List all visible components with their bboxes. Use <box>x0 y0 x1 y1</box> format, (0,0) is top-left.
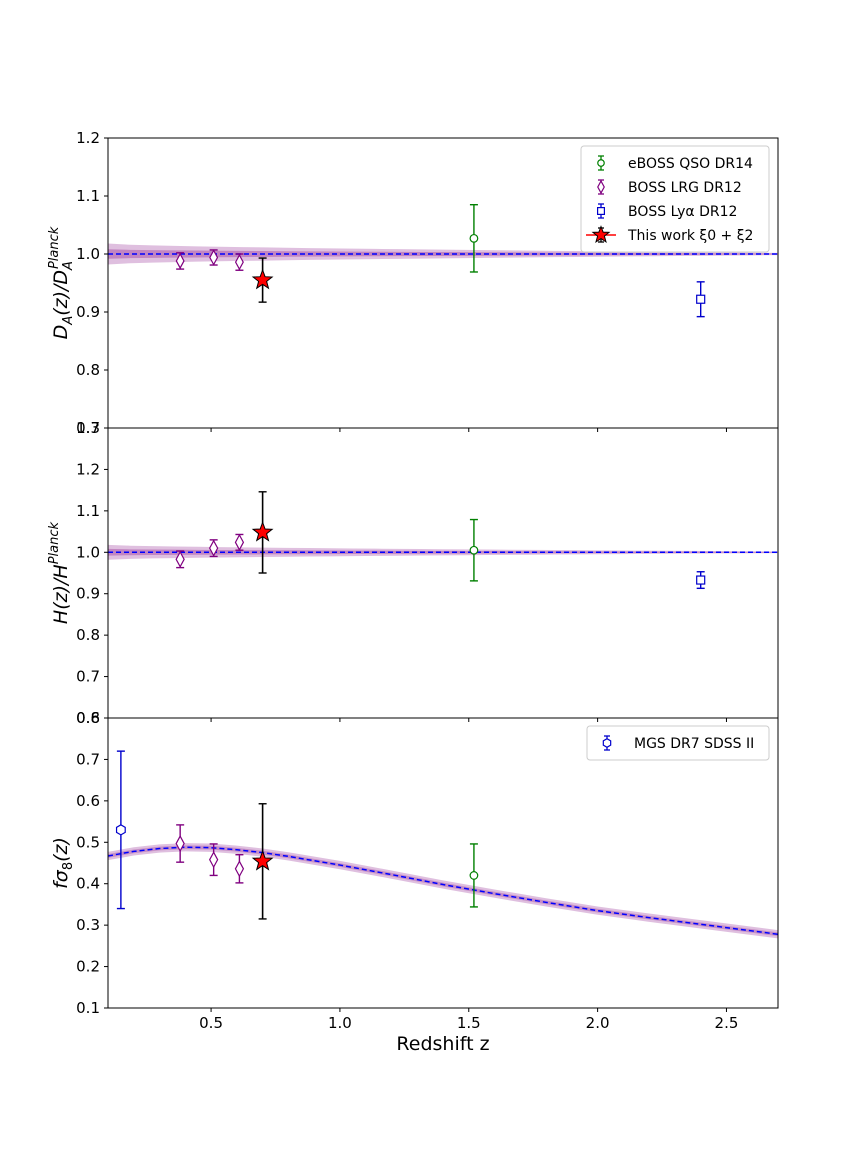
ytick-label-h-4: 1.0 <box>76 543 100 561</box>
points-group-fs8 <box>115 750 479 920</box>
xtick-label-0: 0.5 <box>199 1014 223 1032</box>
ytick-label-da-5: 1.2 <box>76 129 100 147</box>
xtick-label-3: 2.0 <box>586 1014 610 1032</box>
marker-h-lrg-1 <box>208 539 219 557</box>
xtick-label-4: 2.5 <box>715 1014 739 1032</box>
model-line-fs8 <box>108 846 778 936</box>
marker-da-eboss-0 <box>469 233 479 243</box>
legend-box-da <box>580 145 770 253</box>
legend-label-fs8-0: MGS DR7 SDSS II <box>634 736 754 752</box>
ytick-label-h-7: 1.3 <box>76 419 100 437</box>
marker-h-lrg-0 <box>175 550 185 568</box>
xtick-label-2: 1.5 <box>457 1014 481 1032</box>
marker-da-lrg-1 <box>209 249 219 266</box>
ytick-label-h-1: 0.7 <box>76 668 100 686</box>
ytick-label-h-2: 0.8 <box>76 626 100 644</box>
ytick-label-fs8-5: 0.6 <box>76 792 100 810</box>
ytick-label-h-3: 0.9 <box>76 585 100 603</box>
points-group-h <box>175 491 706 590</box>
marker-fs8-lrg-0 <box>175 834 185 853</box>
legend-label-da-1: BOSS LRG DR12 <box>628 180 742 196</box>
y-axis-label-fs8: fσ8(z) <box>50 837 76 889</box>
ytick-label-fs8-4: 0.5 <box>76 833 100 851</box>
model-band-fs8 <box>108 843 778 939</box>
marker-fs8-lrg-2 <box>234 860 245 878</box>
ytick-label-fs8-7: 0.8 <box>76 709 100 727</box>
legend-marker-da-0 <box>597 159 605 167</box>
band-group-da <box>108 243 778 265</box>
legend-marker-da-2 <box>596 207 605 216</box>
marker-da-thiswork-0 <box>251 268 274 290</box>
ytick-label-fs8-2: 0.3 <box>76 916 100 934</box>
legend-marker-da-3 <box>591 225 611 244</box>
marker-fs8-thiswork-0 <box>251 849 274 871</box>
ytick-label-fs8-1: 0.2 <box>76 958 100 976</box>
legend-marker-da-1 <box>597 179 605 195</box>
marker-h-eboss-0 <box>469 545 479 555</box>
legend-marker-fs8-0 <box>602 738 612 748</box>
y-axis-label-h: H(z)/HPlanck <box>47 521 72 624</box>
ytick-label-h-6: 1.2 <box>76 460 100 478</box>
legend-label-da-0: eBOSS QSO DR14 <box>628 156 753 172</box>
marker-fs8-mgs-0 <box>115 824 126 836</box>
model-band-inner-h <box>108 548 778 556</box>
marker-fs8-eboss-0 <box>469 871 479 880</box>
marker-h-lrg-2 <box>234 533 245 551</box>
legend-label-da-2: BOSS Lyα DR12 <box>628 204 737 220</box>
ytick-label-h-5: 1.1 <box>76 502 100 520</box>
marker-fs8-lrg-1 <box>208 851 219 869</box>
ytick-label-fs8-6: 0.7 <box>76 750 100 768</box>
ytick-label-fs8-0: 0.1 <box>76 999 100 1017</box>
panel-frame-fs8 <box>107 717 779 1009</box>
ytick-label-da-1: 0.8 <box>76 361 100 379</box>
ytick-label-da-0: 0.7 <box>76 419 100 437</box>
model-band-da <box>108 243 778 265</box>
legend-label-da-3: This work ξ0 + ξ2 <box>627 228 753 244</box>
ytick-label-da-4: 1.1 <box>76 187 100 205</box>
marker-da-lrg-0 <box>175 252 185 270</box>
band-group-h <box>108 544 778 560</box>
marker-h-lya-0 <box>696 575 706 585</box>
model-band-inner-da <box>108 249 778 259</box>
ytick-label-h-0: 0.6 <box>76 709 100 727</box>
x-axis-label: Redshift z <box>396 1033 489 1055</box>
points-group-da <box>175 203 706 318</box>
legend-box-fs8 <box>586 725 770 761</box>
marker-h-thiswork-0 <box>251 520 274 542</box>
model-band-inner-fs8 <box>108 845 778 937</box>
band-group-fs8 <box>108 843 778 939</box>
ytick-label-fs8-3: 0.4 <box>76 875 100 893</box>
panel-frame-h <box>107 427 779 719</box>
xtick-label-1: 1.0 <box>328 1014 352 1032</box>
y-axis-label-da: DA(z)/DAPlanck <box>47 226 76 339</box>
model-band-h <box>108 544 778 560</box>
ytick-label-da-2: 0.9 <box>76 303 100 321</box>
marker-da-lya-0 <box>696 294 706 304</box>
ytick-label-da-3: 1.0 <box>76 245 100 263</box>
marker-da-lrg-2 <box>234 253 244 271</box>
